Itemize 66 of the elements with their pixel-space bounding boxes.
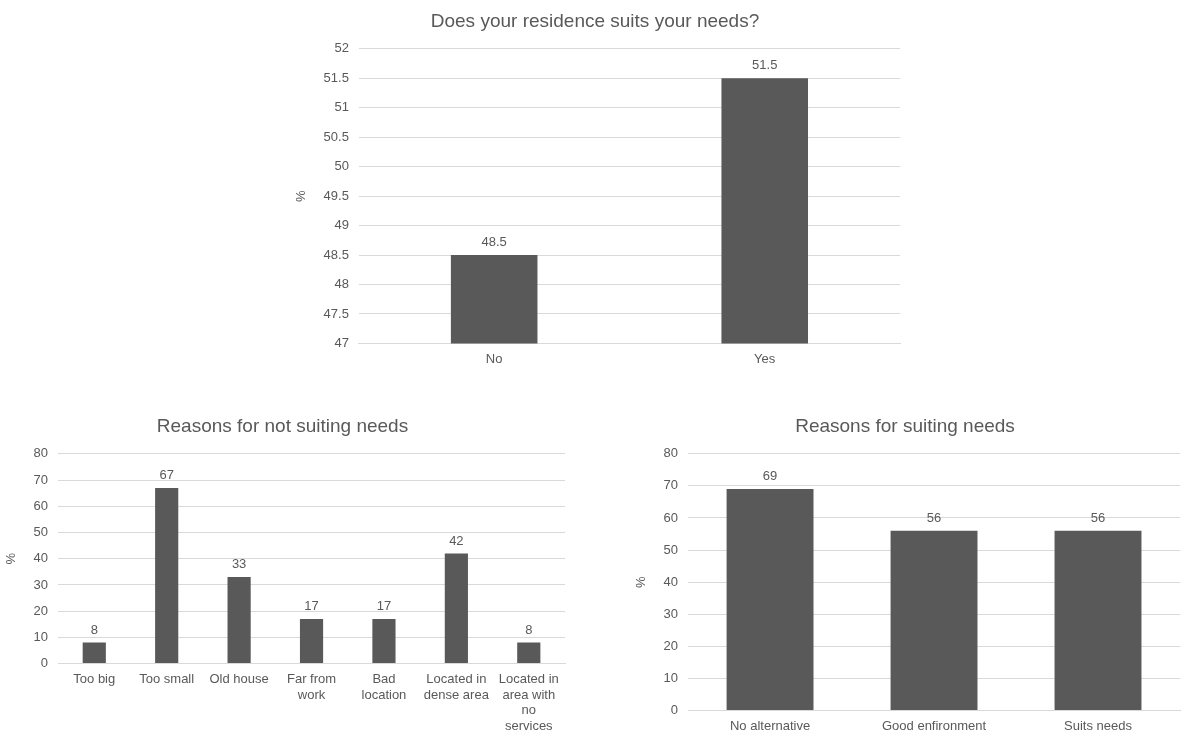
bar [517,642,541,664]
y-tick-label: 10 [663,669,679,685]
y-tick-label: 0 [40,655,49,671]
y-tick-label: 47.5 [323,305,349,321]
x-tick-label: Suits needs [1064,717,1133,733]
bar [444,553,468,664]
data-label: 51.5 [752,57,778,73]
y-tick-label: 40 [33,550,49,566]
bar [155,487,179,664]
y-tick-label: 0 [670,701,679,717]
y-tick-label: 51.5 [323,69,349,85]
x-tick-label: No [485,350,503,366]
y-tick-label: 48.5 [323,246,349,262]
y-tick-label: 60 [663,509,679,525]
data-label: 17 [304,598,319,614]
y-tick-label: 49.5 [323,187,349,203]
bar [372,619,396,664]
x-tick-label: Located in area with no services [498,670,559,733]
bar [299,619,324,664]
y-axis-title: % [3,552,19,565]
y-tick-label: 51 [334,99,349,115]
y-tick-label: 50 [334,158,349,174]
y-tick-label: 70 [663,477,679,493]
data-label: 56 [1090,509,1106,525]
data-label: 48.5 [481,234,507,250]
chart-title: Reasons for suiting needs [795,414,1015,436]
y-tick-label: 47 [334,334,349,350]
y-tick-label: 80 [663,445,679,461]
x-tick-label: Too small [139,670,195,686]
data-label: 17 [376,598,392,614]
y-tick-label: 50 [663,541,679,557]
y-tick-label: 48 [334,276,349,292]
x-tick-label: Good enfironment [881,717,987,733]
y-tick-label: 52 [334,40,349,56]
bar [227,577,251,664]
y-tick-label: 10 [33,628,49,644]
x-tick-label: Yes [754,350,776,366]
y-axis-title: % [293,189,309,202]
x-tick-label: Too big [73,670,116,686]
x-tick-label: Far from work [286,670,337,702]
chart-title: Does your residence suits your needs? [430,9,760,31]
x-tick-label: Old house [209,670,269,686]
data-label: 42 [449,532,464,548]
y-tick-label: 20 [663,637,679,653]
y-tick-label: 30 [663,605,679,621]
y-axis-title: % [633,575,649,588]
data-label: 8 [90,621,98,637]
y-tick-label: 30 [33,576,49,592]
bar [82,642,106,664]
y-tick-label: 40 [663,573,679,589]
y-tick-label: 60 [33,497,49,513]
y-tick-label: 70 [33,471,49,487]
y-tick-label: 50 [33,524,49,540]
y-tick-label: 50.5 [323,128,349,144]
x-tick-label: Located in dense area [423,670,490,702]
y-tick-label: 49 [334,217,349,233]
data-label: 56 [926,509,942,525]
y-tick-label: 80 [33,445,49,461]
data-label: 8 [525,621,533,637]
data-label: 69 [762,468,778,484]
x-tick-label: No alternative [729,717,811,733]
y-tick-label: 20 [33,602,49,618]
data-label: 67 [159,466,174,482]
chart-title: Reasons for not suiting needs [156,414,409,436]
x-tick-label: Bad location [361,670,407,702]
data-label: 33 [231,556,247,572]
